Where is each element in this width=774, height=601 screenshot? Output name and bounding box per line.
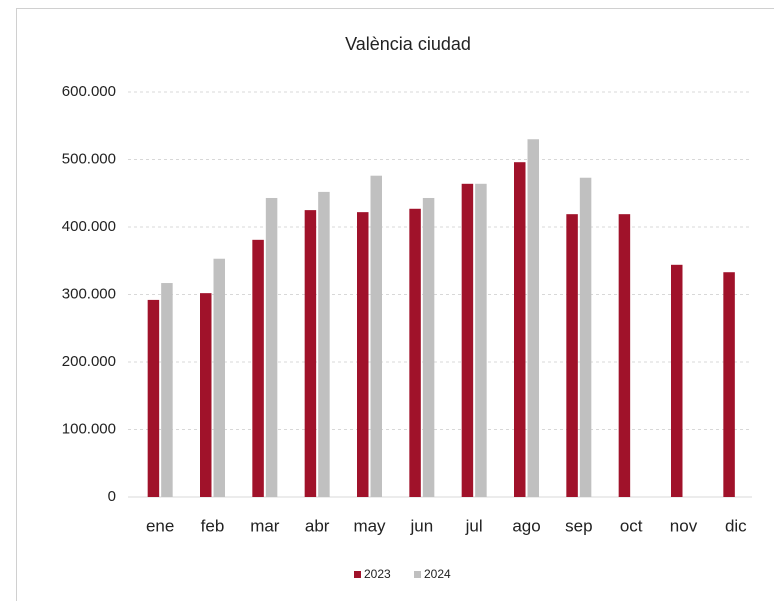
x-tick-label: jul [465,516,483,535]
bar [147,299,160,497]
x-tick-label: feb [201,516,225,535]
x-tick-label: ago [512,516,540,535]
y-tick-label: 200.000 [62,353,116,370]
x-tick-label: may [353,516,386,535]
y-tick-label: 500.000 [62,150,116,167]
legend-label: 2024 [424,567,451,581]
bar [461,183,474,498]
bar [409,208,421,497]
bar [161,283,173,497]
legend-swatch [354,571,361,578]
x-tick-label: dic [725,516,747,535]
x-tick-label: abr [305,516,330,535]
chart-title: València ciudad [345,34,471,54]
bar [304,210,317,497]
bar [566,214,578,498]
x-tick-label: nov [670,516,698,535]
bar [318,191,330,497]
chart-frame [16,8,774,601]
bar [370,175,382,497]
x-tick-label: ene [146,516,174,535]
x-tick-label: oct [620,516,643,535]
y-tick-label: 300.000 [62,285,116,302]
legend-swatch [414,571,421,578]
x-tick-label: mar [250,516,280,535]
legend-label: 2023 [364,567,391,581]
x-tick-label: sep [565,516,592,535]
bar [475,183,487,498]
bar [618,214,631,498]
x-tick-label: jun [409,516,433,535]
bar [527,139,539,497]
bar [252,239,264,497]
y-tick-label: 100.000 [62,420,116,437]
bar [514,162,526,497]
y-tick-label: 0 [108,488,116,505]
y-tick-label: 400.000 [62,218,116,235]
bar [671,264,683,497]
bar [265,197,278,497]
bar [200,293,212,497]
bar [422,197,435,497]
bar [357,212,369,497]
bar [723,272,735,497]
bar [579,177,592,497]
bar [213,258,225,497]
y-tick-label: 600.000 [62,83,116,100]
